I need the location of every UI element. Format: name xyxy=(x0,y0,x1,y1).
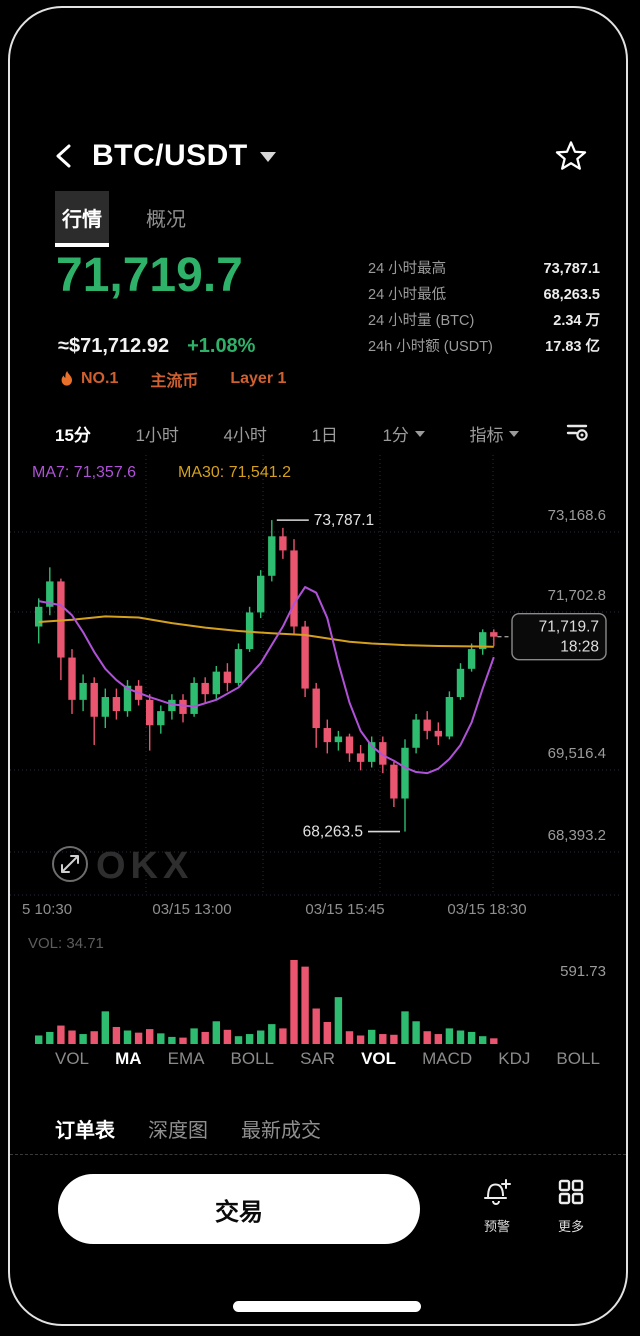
badge-0[interactable]: NO.1 xyxy=(60,370,118,388)
volume-chart[interactable]: VOL: 34.71 591.73 xyxy=(10,918,628,1050)
orderbook-tab-bar: 订单表 深度图 最新成交 xyxy=(10,1114,626,1155)
star-icon xyxy=(555,141,587,170)
orderbook-tab-1[interactable]: 深度图 xyxy=(148,1120,208,1142)
stat-label: 24h 小时额 (USDT) xyxy=(368,339,493,355)
indicator-tab-vol-0[interactable]: VOL xyxy=(55,1049,90,1068)
svg-text:OKX: OKX xyxy=(96,845,193,887)
svg-text:03/15 18:30: 03/15 18:30 xyxy=(447,901,526,918)
more-label: 更多 xyxy=(557,1219,584,1234)
timeframe-row: 15分 1小时 4小时 1日 1分 指标 xyxy=(55,414,590,452)
fiat-price: ≈$71,712.92 xyxy=(58,335,170,357)
badge-1[interactable]: 主流币 xyxy=(150,373,199,390)
stat-row: 24 小时量 (BTC) 2.34 万 xyxy=(368,308,600,334)
svg-text:68,263.5: 68,263.5 xyxy=(303,824,363,841)
timeframe-15分[interactable]: 15分 xyxy=(55,425,91,445)
timeframe-1分[interactable]: 1分 xyxy=(382,421,425,446)
flame-icon xyxy=(61,371,72,386)
svg-text:5 10:30: 5 10:30 xyxy=(22,901,72,918)
chart-settings-button[interactable] xyxy=(564,418,590,449)
tab-quotes[interactable]: 行情 xyxy=(55,191,109,247)
header: BTC/USDT xyxy=(50,133,588,179)
indicator-tabs: VOL MA EMA BOLL SAR VOL MACD KDJ BOLL xyxy=(55,1049,600,1069)
svg-text:MA30: 71,541.2: MA30: 71,541.2 xyxy=(178,464,291,481)
stat-label: 24 小时量 (BTC) xyxy=(368,313,475,329)
stat-row: 24h 小时额 (USDT) 17.83 亿 xyxy=(368,334,600,360)
orderbook-tab-2[interactable]: 最新成交 xyxy=(241,1120,321,1142)
stat-value: 73,787.1 xyxy=(543,261,600,277)
indicator-tab-ma-1[interactable]: MA xyxy=(115,1049,142,1068)
bell-plus-icon xyxy=(484,1179,511,1205)
home-indicator[interactable] xyxy=(233,1301,421,1312)
alert-button[interactable]: 预警 xyxy=(466,1176,528,1235)
chevron-left-icon xyxy=(56,144,71,168)
favorite-button[interactable] xyxy=(554,139,588,173)
stats-panel: 24 小时最高 73,787.1 24 小时最低 68,263.5 24 小时量 (BT… xyxy=(368,256,600,360)
indicator-tab-vol-5[interactable]: VOL xyxy=(361,1049,397,1068)
svg-text:MA7: 71,357.6: MA7: 71,357.6 xyxy=(32,464,136,481)
svg-text:18:28: 18:28 xyxy=(560,639,599,656)
timeframe-1日[interactable]: 1日 xyxy=(311,425,338,445)
stat-row: 24 小时最低 68,263.5 xyxy=(368,282,600,308)
price-change: +1.08% xyxy=(187,335,256,357)
more-button[interactable]: 更多 xyxy=(540,1176,602,1235)
indicator-settings-icon xyxy=(566,424,588,441)
badge-2[interactable]: Layer 1 xyxy=(230,370,287,387)
orderbook-tab-0[interactable]: 订单表 xyxy=(55,1120,115,1142)
svg-text:73,787.1: 73,787.1 xyxy=(314,512,374,529)
indicator-tab-kdj-7[interactable]: KDJ xyxy=(498,1049,531,1068)
svg-text:71,719.7: 71,719.7 xyxy=(539,619,599,636)
pair-title[interactable]: BTC/USDT xyxy=(92,139,248,172)
trade-button[interactable]: 交易 xyxy=(58,1174,420,1244)
page-tabs: 行情 概况 xyxy=(55,191,193,247)
indicator-tab-boll-8[interactable]: BOLL xyxy=(556,1049,600,1068)
last-price: 71,719.7 xyxy=(56,249,243,302)
stat-value: 68,263.5 xyxy=(543,287,600,303)
indicator-tab-boll-3[interactable]: BOLL xyxy=(230,1049,274,1068)
svg-text:03/15 15:45: 03/15 15:45 xyxy=(305,901,384,918)
stat-row: 24 小时最高 73,787.1 xyxy=(368,256,600,282)
phone-frame: BTC/USDT 行情 概况 71,719.7 ≈$71,712.92 +1.08… xyxy=(8,6,628,1326)
timeframe-1小时[interactable]: 1小时 xyxy=(135,425,179,445)
svg-text:69,516.4: 69,516.4 xyxy=(548,745,606,762)
candlestick-chart[interactable]: OKX MA7: 71,357.6 MA30: 71,541.2 73,787.1 68… xyxy=(10,451,628,918)
stat-label: 24 小时最低 xyxy=(368,287,447,303)
price-sub-row: ≈$71,712.92 +1.08% xyxy=(58,335,255,358)
grid-icon xyxy=(558,1179,584,1205)
svg-text:VOL: 34.71: VOL: 34.71 xyxy=(28,935,104,952)
indicator-tab-ema-2[interactable]: EMA xyxy=(167,1049,205,1068)
indicator-tab-sar-4[interactable]: SAR xyxy=(300,1049,336,1068)
back-button[interactable] xyxy=(50,139,76,173)
stat-value: 17.83 亿 xyxy=(545,339,600,355)
svg-text:71,702.8: 71,702.8 xyxy=(548,587,606,604)
svg-text:591.73: 591.73 xyxy=(560,963,606,980)
last-price-bubble: 71,719.7 18:28 xyxy=(511,613,607,661)
indicator-tab-macd-6[interactable]: MACD xyxy=(422,1049,473,1068)
indicator-menu[interactable]: 指标 xyxy=(469,421,520,446)
svg-text:68,393.2: 68,393.2 xyxy=(548,827,606,844)
svg-text:03/15 13:00: 03/15 13:00 xyxy=(152,901,231,918)
stat-value: 2.34 万 xyxy=(553,313,600,329)
tab-overview[interactable]: 概况 xyxy=(146,209,186,231)
pair-dropdown-icon[interactable] xyxy=(259,152,276,170)
stat-label: 24 小时最高 xyxy=(368,261,447,277)
timeframe-4小时[interactable]: 4小时 xyxy=(223,425,267,445)
svg-text:73,168.6: 73,168.6 xyxy=(548,507,606,524)
alert-label: 预警 xyxy=(483,1219,510,1234)
badges-row: NO.1 主流币 Layer 1 xyxy=(60,367,318,391)
trade-button-label: 交易 xyxy=(215,1198,263,1226)
